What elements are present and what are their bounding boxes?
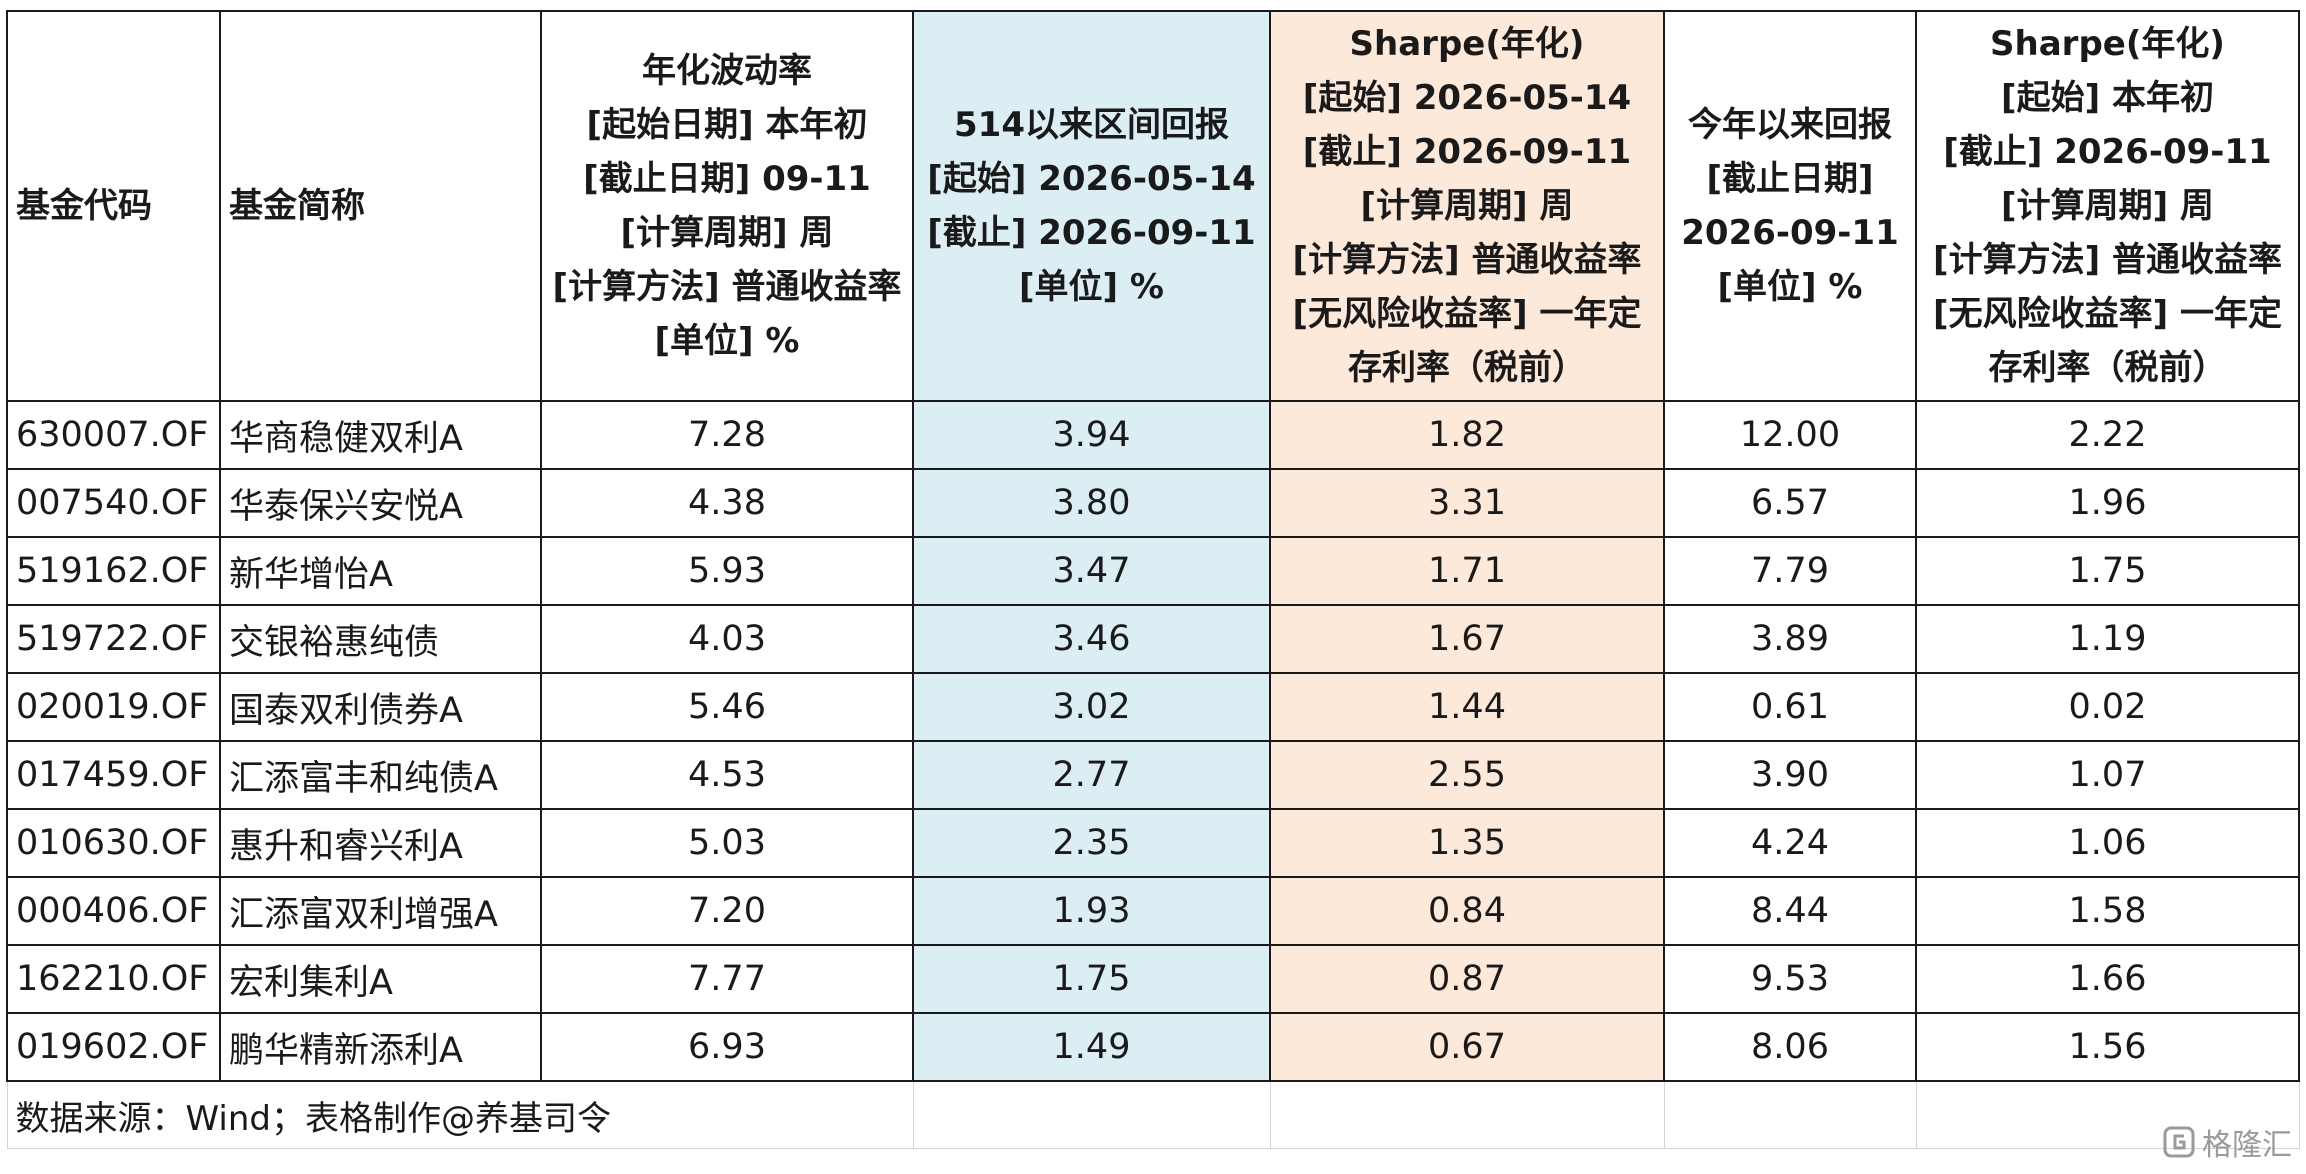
watermark-text: 格隆汇: [2202, 1128, 2292, 1163]
sharpe-since-514-cell: 0.84: [1269, 876, 1665, 946]
fund-code-cell: 519722.OF: [6, 604, 221, 674]
col-header-fund-code: 基金代码: [6, 10, 221, 402]
fund-code-cell: 162210.OF: [6, 944, 221, 1014]
fund-name-cell: 宏利集利A: [219, 944, 542, 1014]
fund-name-cell: 汇添富丰和纯债A: [219, 740, 542, 810]
sharpe-since-514-cell: 0.87: [1269, 944, 1665, 1014]
volatility-cell: 7.20: [540, 876, 914, 946]
sharpe-since-514-cell: 1.44: [1269, 672, 1665, 742]
fund-code-cell: 020019.OF: [6, 672, 221, 742]
footer-blank-cell: [1663, 1080, 1917, 1149]
sharpe-since-514-cell: 2.55: [1269, 740, 1665, 810]
fund-code-cell: 519162.OF: [6, 536, 221, 606]
table-row: 017459.OF 汇添富丰和纯债A 4.53 2.77 2.55 3.90 1.07: [6, 740, 2300, 810]
table-row: 519722.OF 交银裕惠纯债 4.03 3.46 1.67 3.89 1.19: [6, 604, 2300, 674]
table-row: 519162.OF 新华增怡A 5.93 3.47 1.71 7.79 1.75: [6, 536, 2300, 606]
table-body: 630007.OF 华商稳健双利A 7.28 3.94 1.82 12.00 2.22 007…: [6, 400, 2300, 1149]
ytd-return-cell: 4.24: [1663, 808, 1917, 878]
ytd-return-cell: 3.90: [1663, 740, 1917, 810]
col-header-return-since-514: 514以来区间回报 [起始] 2026-05-14 [截止] 2026-09-1…: [912, 10, 1271, 402]
volatility-cell: 6.93: [540, 1012, 914, 1082]
volatility-cell: 7.28: [540, 400, 914, 470]
ytd-return-cell: 8.44: [1663, 876, 1917, 946]
ytd-return-cell: 3.89: [1663, 604, 1917, 674]
volatility-cell: 5.46: [540, 672, 914, 742]
table-row: 162210.OF 宏利集利A 7.77 1.75 0.87 9.53 1.66: [6, 944, 2300, 1014]
return-since-514-cell: 1.75: [912, 944, 1271, 1014]
table-row: 630007.OF 华商稳健双利A 7.28 3.94 1.82 12.00 2.22: [6, 400, 2300, 470]
fund-table: 基金代码 基金简称 年化波动率 [起始日期] 本年初 [截止日期] 09-11 …: [6, 10, 2300, 1149]
footer-blank-cell: [912, 1080, 1271, 1149]
sharpe-ytd-cell: 1.56: [1915, 1012, 2300, 1082]
data-source-note: 数据来源：Wind；表格制作@养基司令: [6, 1080, 914, 1149]
footer-row: 数据来源：Wind；表格制作@养基司令: [6, 1080, 2300, 1149]
volatility-cell: 5.03: [540, 808, 914, 878]
sharpe-since-514-cell: 3.31: [1269, 468, 1665, 538]
ytd-return-cell: 7.79: [1663, 536, 1917, 606]
sharpe-ytd-cell: 1.96: [1915, 468, 2300, 538]
fund-name-cell: 国泰双利债券A: [219, 672, 542, 742]
fund-name-cell: 新华增怡A: [219, 536, 542, 606]
ytd-return-cell: 6.57: [1663, 468, 1917, 538]
sharpe-ytd-cell: 1.06: [1915, 808, 2300, 878]
volatility-cell: 4.38: [540, 468, 914, 538]
footer-blank-cell: [1915, 1080, 2300, 1149]
gelonghui-logo-icon: [2163, 1126, 2195, 1158]
return-since-514-cell: 3.02: [912, 672, 1271, 742]
volatility-cell: 7.77: [540, 944, 914, 1014]
fund-code-cell: 007540.OF: [6, 468, 221, 538]
sharpe-since-514-cell: 1.67: [1269, 604, 1665, 674]
col-header-ytd-return: 今年以来回报 [截止日期] 2026-09-11 [单位] %: [1663, 10, 1917, 402]
col-header-fund-name: 基金简称: [219, 10, 542, 402]
fund-code-cell: 017459.OF: [6, 740, 221, 810]
table-row: 010630.OF 惠升和睿兴利A 5.03 2.35 1.35 4.24 1.06: [6, 808, 2300, 878]
sharpe-ytd-cell: 2.22: [1915, 400, 2300, 470]
volatility-cell: 5.93: [540, 536, 914, 606]
watermark: 格隆汇: [2162, 1120, 2292, 1164]
sharpe-ytd-cell: 1.19: [1915, 604, 2300, 674]
volatility-cell: 4.53: [540, 740, 914, 810]
header-row: 基金代码 基金简称 年化波动率 [起始日期] 本年初 [截止日期] 09-11 …: [6, 10, 2300, 402]
sharpe-since-514-cell: 1.71: [1269, 536, 1665, 606]
col-header-annual-volatility: 年化波动率 [起始日期] 本年初 [截止日期] 09-11 [计算周期] 周 […: [540, 10, 914, 402]
col-header-sharpe-since-514: Sharpe(年化) [起始] 2026-05-14 [截止] 2026-09-…: [1269, 10, 1665, 402]
sharpe-since-514-cell: 0.67: [1269, 1012, 1665, 1082]
sharpe-ytd-cell: 1.75: [1915, 536, 2300, 606]
ytd-return-cell: 8.06: [1663, 1012, 1917, 1082]
fund-code-cell: 000406.OF: [6, 876, 221, 946]
fund-name-cell: 汇添富双利增强A: [219, 876, 542, 946]
return-since-514-cell: 3.47: [912, 536, 1271, 606]
fund-name-cell: 交银裕惠纯债: [219, 604, 542, 674]
ytd-return-cell: 12.00: [1663, 400, 1917, 470]
sharpe-ytd-cell: 0.02: [1915, 672, 2300, 742]
table-row: 007540.OF 华泰保兴安悦A 4.38 3.80 3.31 6.57 1.96: [6, 468, 2300, 538]
table-row: 019602.OF 鹏华精新添利A 6.93 1.49 0.67 8.06 1.56: [6, 1012, 2300, 1082]
table-row: 020019.OF 国泰双利债券A 5.46 3.02 1.44 0.61 0.02: [6, 672, 2300, 742]
return-since-514-cell: 2.77: [912, 740, 1271, 810]
sharpe-ytd-cell: 1.07: [1915, 740, 2300, 810]
sharpe-ytd-cell: 1.66: [1915, 944, 2300, 1014]
return-since-514-cell: 3.94: [912, 400, 1271, 470]
sharpe-since-514-cell: 1.35: [1269, 808, 1665, 878]
return-since-514-cell: 1.49: [912, 1012, 1271, 1082]
col-header-sharpe-ytd: Sharpe(年化) [起始] 本年初 [截止] 2026-09-11 [计算周…: [1915, 10, 2300, 402]
fund-code-cell: 630007.OF: [6, 400, 221, 470]
fund-name-cell: 华泰保兴安悦A: [219, 468, 542, 538]
sharpe-since-514-cell: 1.82: [1269, 400, 1665, 470]
fund-name-cell: 惠升和睿兴利A: [219, 808, 542, 878]
footer-blank-cell: [1269, 1080, 1665, 1149]
fund-name-cell: 华商稳健双利A: [219, 400, 542, 470]
return-since-514-cell: 3.46: [912, 604, 1271, 674]
fund-code-cell: 010630.OF: [6, 808, 221, 878]
table-row: 000406.OF 汇添富双利增强A 7.20 1.93 0.84 8.44 1.58: [6, 876, 2300, 946]
sharpe-ytd-cell: 1.58: [1915, 876, 2300, 946]
fund-name-cell: 鹏华精新添利A: [219, 1012, 542, 1082]
ytd-return-cell: 9.53: [1663, 944, 1917, 1014]
return-since-514-cell: 3.80: [912, 468, 1271, 538]
volatility-cell: 4.03: [540, 604, 914, 674]
return-since-514-cell: 2.35: [912, 808, 1271, 878]
ytd-return-cell: 0.61: [1663, 672, 1917, 742]
fund-code-cell: 019602.OF: [6, 1012, 221, 1082]
return-since-514-cell: 1.93: [912, 876, 1271, 946]
